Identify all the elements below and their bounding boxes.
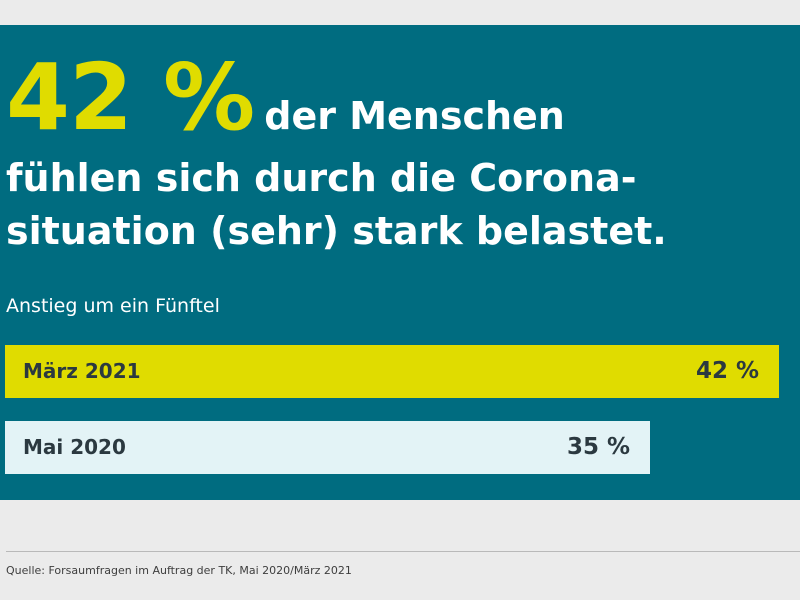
headline-line-1: 42 % der Menschen <box>6 44 796 152</box>
bar-label: März 2021 <box>23 359 141 383</box>
bar-mai-2020: Mai 2020 35 % <box>5 421 650 474</box>
headline-line-1-text: der Menschen <box>264 94 565 138</box>
bar-maerz-2021: März 2021 42 % <box>5 345 779 398</box>
chart-panel <box>0 25 800 500</box>
bar-value-label: 42 % <box>695 358 759 384</box>
subtitle: Anstieg um ein Fünftel <box>6 295 220 317</box>
bar-label: Mai 2020 <box>23 435 126 459</box>
source-note: Quelle: Forsaumfragen im Auftrag der TK,… <box>6 564 352 577</box>
big-number: 42 % <box>6 44 255 151</box>
footer-divider <box>6 551 800 552</box>
bar-value-label: 35 % <box>566 434 630 460</box>
headline-line-3: situation (sehr) stark belastet. <box>6 209 667 253</box>
headline: 42 % der Menschen fühlen sich durch die C… <box>6 44 796 258</box>
headline-line-2: fühlen sich durch die Corona- <box>6 156 637 200</box>
